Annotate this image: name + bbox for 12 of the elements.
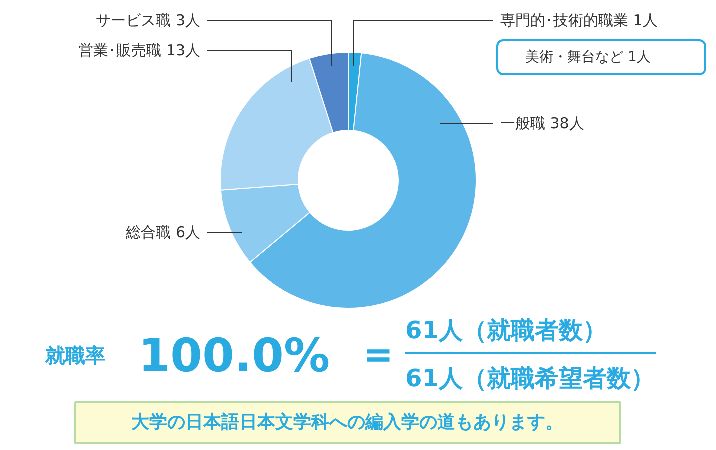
slice-label: 一般職 38人 <box>500 114 584 132</box>
slice-label: 専門的･技術的職業 1人 <box>500 12 658 30</box>
text: 61人（就職者数） <box>406 316 607 344</box>
text: 就職率 <box>44 344 106 368</box>
text: 61人（就職希望者数） <box>406 364 655 392</box>
slice-label: 営業･販売職 13人 <box>78 42 201 60</box>
slice-label: サービス職 3人 <box>96 12 200 30</box>
text: 美術・舞台など 1人 <box>526 50 651 66</box>
text: 大学の日本語日本文学科への編入学の道もあります。 <box>130 412 564 433</box>
slice-label: 総合職 6人 <box>125 224 200 242</box>
text: 100.0% <box>138 328 330 382</box>
text: = <box>363 335 394 376</box>
